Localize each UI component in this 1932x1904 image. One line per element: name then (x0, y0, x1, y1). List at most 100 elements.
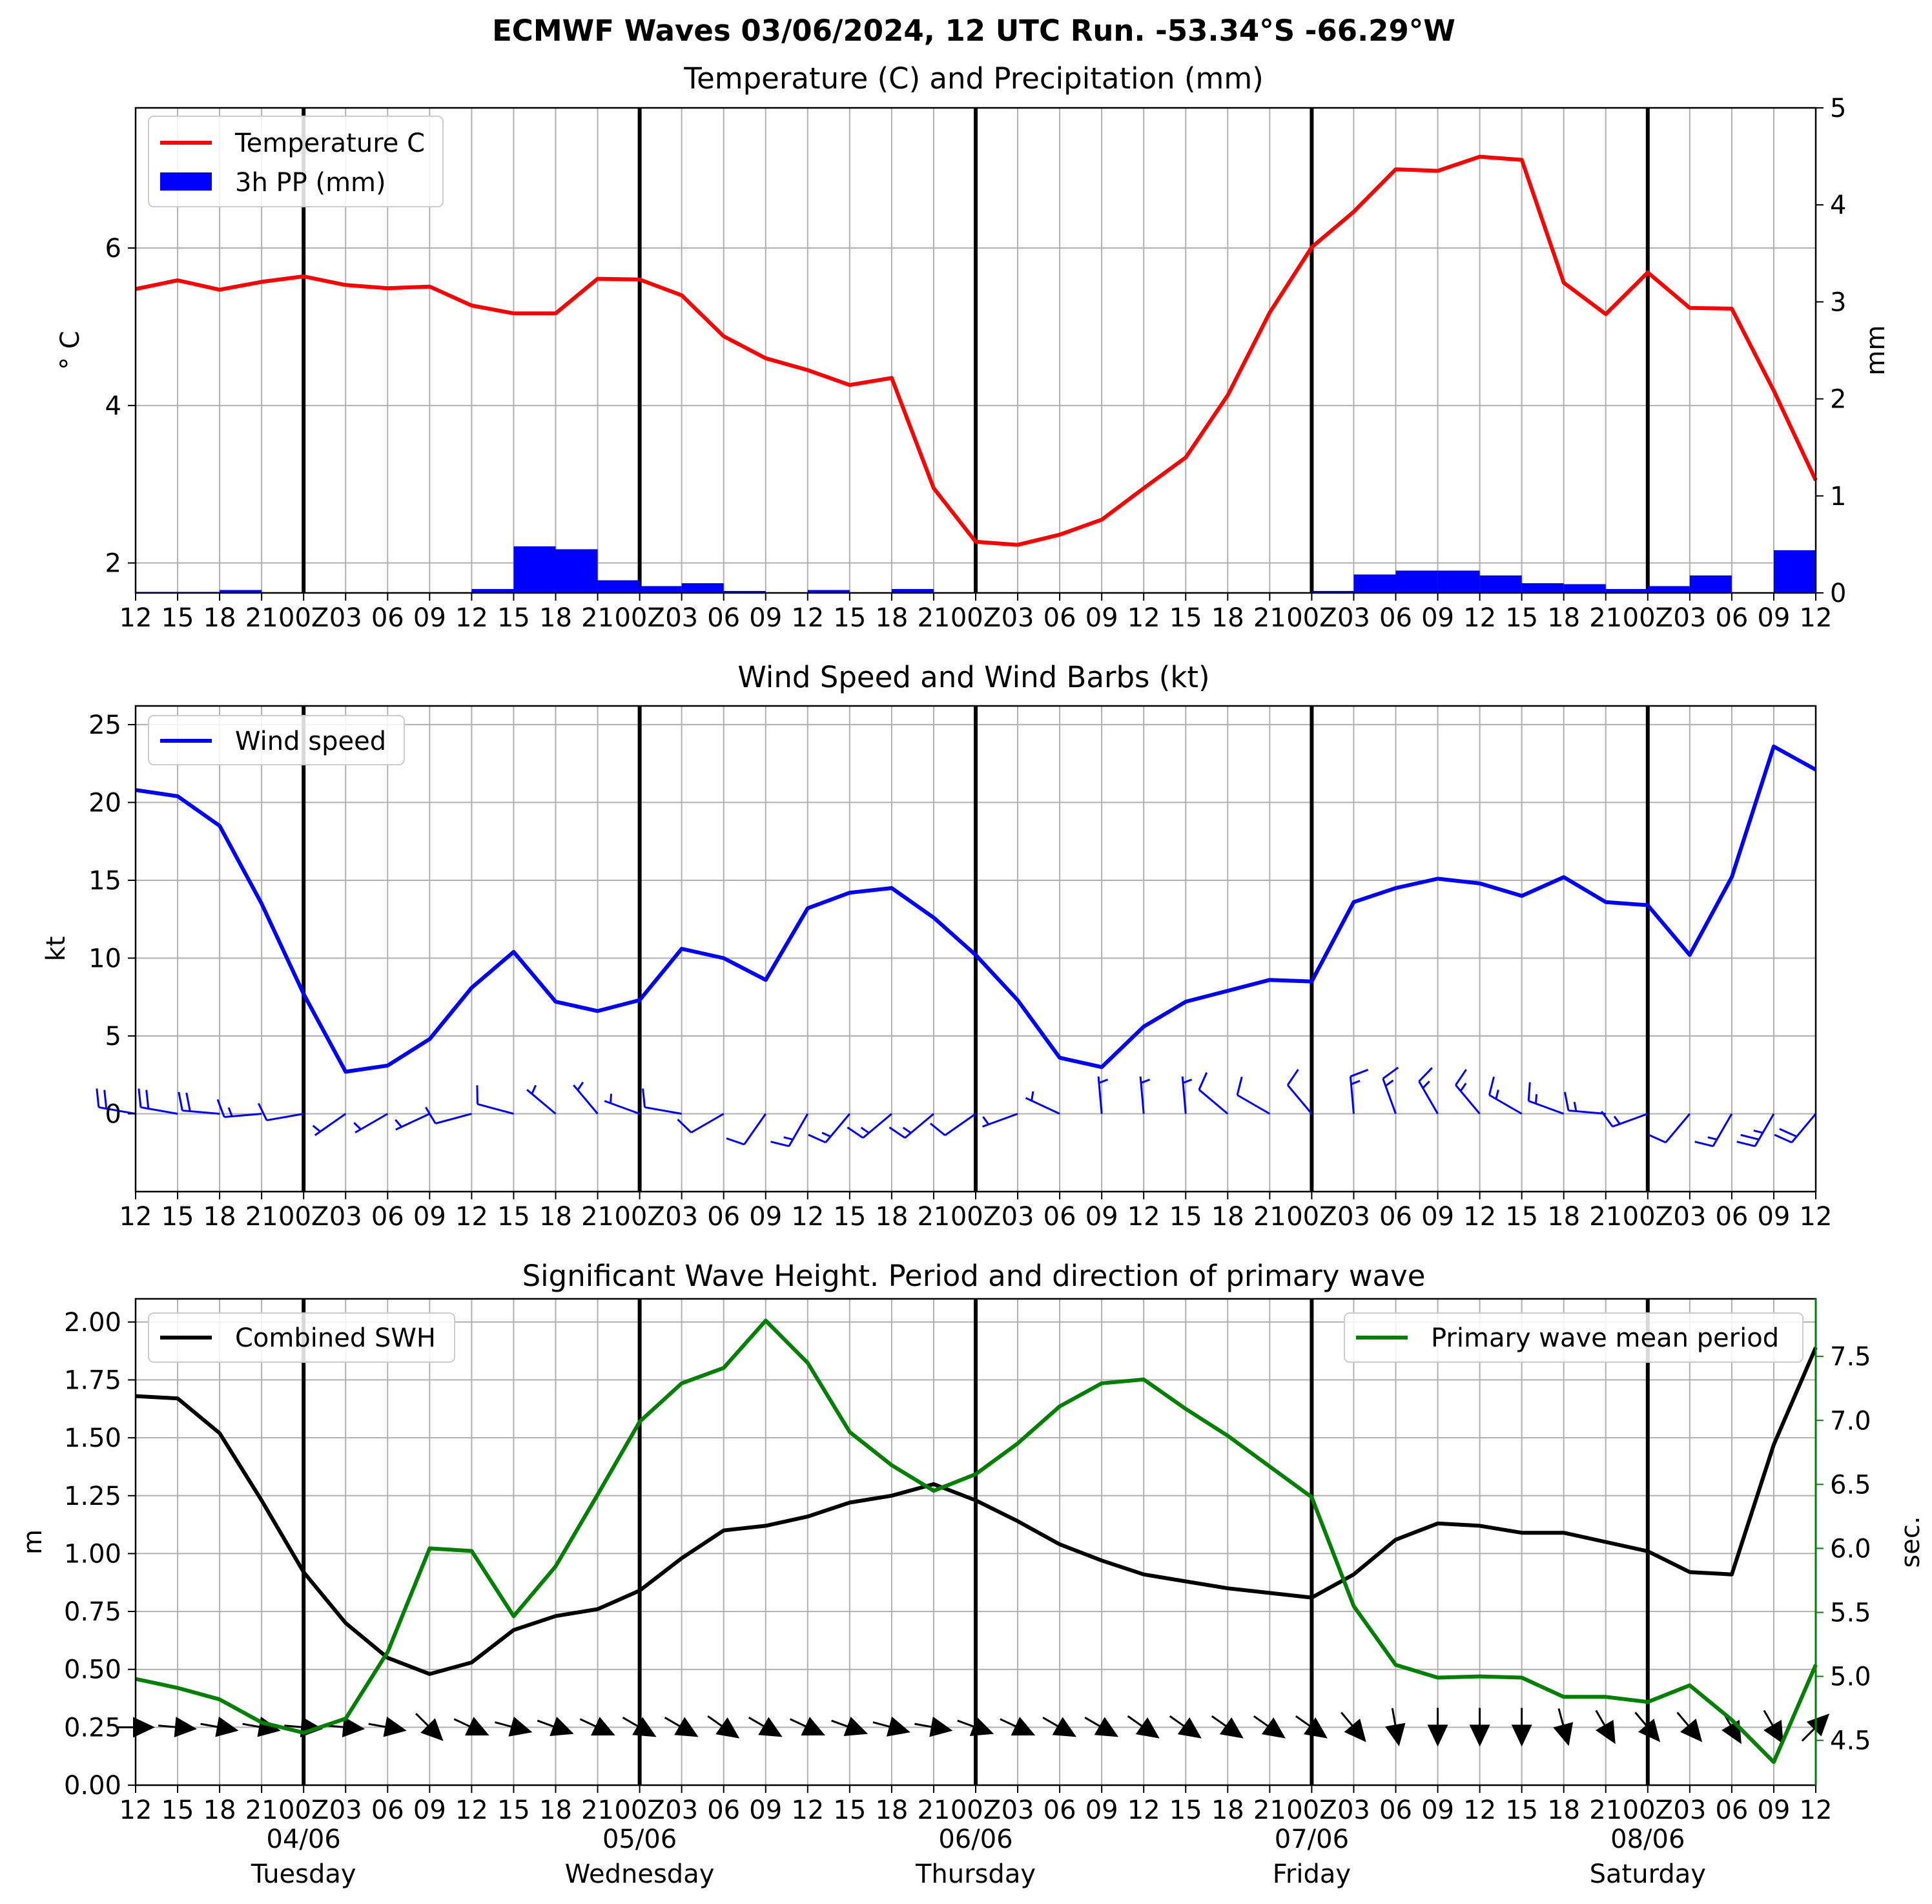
wave-arrow-head (715, 1717, 740, 1739)
swh-line (135, 1347, 1818, 1676)
wave-direction-arrow (1084, 1717, 1119, 1737)
wind-barb-feather (860, 1126, 870, 1134)
wave-arrow-head (1261, 1717, 1286, 1739)
wave-arrow-head (929, 1716, 953, 1737)
wind-barb-feather (1418, 1067, 1433, 1082)
wind-barb (257, 1102, 304, 1122)
wave-arrow-head (1595, 1719, 1616, 1744)
wind-barb (476, 1085, 514, 1115)
x-tick-label: 12 (119, 1202, 152, 1232)
wind-barb (1139, 1076, 1151, 1114)
y2-tick-label: 5 (1830, 94, 1846, 123)
x-tick-label: 06 (371, 1202, 404, 1232)
wind-barb (770, 1113, 809, 1148)
wind-barb-feather (1736, 1141, 1756, 1148)
wind-barb (982, 1113, 1018, 1128)
wind-barb-feather (1198, 1072, 1208, 1090)
wind-barb-feather (185, 1092, 191, 1112)
precip-bar (1479, 575, 1522, 593)
wave-arrow-head (1427, 1724, 1448, 1747)
wave-direction-arrow (1385, 1708, 1406, 1746)
wave-direction-arrow (453, 1717, 489, 1736)
wave-direction-arrow (831, 1716, 868, 1737)
y-tick-label: 6 (105, 234, 121, 264)
y2-tick-label: 2 (1830, 385, 1846, 415)
wind-barb-shaft (904, 1113, 934, 1139)
wave-arrow-head (1553, 1722, 1574, 1746)
wind-barb-feather (138, 1088, 142, 1108)
y-axis-label: m (18, 1529, 48, 1555)
day-date-label: 07/06 (1275, 1825, 1349, 1854)
wind-barb-shaft (1488, 1094, 1523, 1115)
precip-bar (1689, 575, 1732, 593)
wave-direction-arrow (1763, 1710, 1783, 1744)
wind-barb-shaft (1612, 1113, 1649, 1128)
x-tick-label: 15 (1169, 1795, 1202, 1825)
wind-barb (726, 1113, 766, 1146)
x-tick-label: 12 (119, 603, 152, 633)
wind-barb (1694, 1113, 1733, 1148)
x-tick-label: 12 (1463, 1202, 1496, 1232)
wave-direction-arrow (1634, 1712, 1661, 1743)
wave-arrow-head (133, 1717, 155, 1738)
wave-arrow-head (758, 1717, 783, 1737)
wind-barb-feather (145, 1090, 150, 1109)
x-tick-label: 09 (749, 1795, 782, 1825)
x-tick-label: 12 (791, 1202, 824, 1232)
wind-panel: 12 15 18 21 00Z 03 06 09 12 15 18 21 00Z 03 06 09 12 15 18… (41, 705, 1833, 1232)
wind-barb-feather (1422, 1081, 1430, 1089)
x-tick-label: 12 (1800, 1202, 1833, 1232)
wind-barb (138, 1088, 178, 1115)
wind-barb-feather (312, 1124, 321, 1133)
wind-barb (1455, 1069, 1481, 1115)
wind-barb-feather (227, 1107, 233, 1117)
precip-bar (723, 590, 766, 593)
x-tick-label: 00Z (951, 1202, 1001, 1232)
x-tick-label: 12 (455, 1795, 488, 1825)
precip-bar (1311, 590, 1354, 593)
wind-barb-feather (1573, 1101, 1577, 1112)
day-date-label: 08/06 (1610, 1825, 1685, 1854)
y2-tick-label: 4 (1830, 191, 1846, 220)
wind-barb-feather (1527, 1082, 1531, 1101)
precip-bar (639, 586, 682, 593)
x-tick-label: 03 (665, 1795, 698, 1825)
wind-barb-feather (726, 1137, 745, 1146)
x-tick-label: 09 (1085, 603, 1118, 633)
x-tick-label: 15 (833, 1202, 866, 1232)
wave-direction-arrow (914, 1716, 953, 1737)
wave-arrow-head (1385, 1723, 1406, 1746)
x-tick-label: 09 (413, 1795, 446, 1825)
x-tick-label: 21 (581, 1795, 614, 1825)
y2-tick-label: 0 (1830, 579, 1846, 608)
x-tick-label: 15 (1505, 603, 1538, 633)
wave-direction-arrow (872, 1716, 910, 1737)
y-tick-label: 4 (105, 391, 121, 421)
wind-barb-shaft (743, 1113, 766, 1145)
wave-direction-arrow (368, 1716, 407, 1737)
x-tick-label: 06 (707, 1795, 740, 1825)
x-tick-label: 09 (1757, 603, 1790, 633)
x-tick-label: 09 (1085, 1795, 1118, 1825)
x-tick-label: 03 (1002, 603, 1034, 633)
wind-barb-feather (425, 1106, 437, 1124)
wave-arrow-head (1344, 1719, 1366, 1743)
precip-bar (1353, 574, 1396, 593)
x-tick-label: 18 (1211, 1795, 1244, 1825)
wave-direction-arrow (1801, 1713, 1830, 1742)
legend-box (1344, 1312, 1804, 1363)
x-tick-label: 09 (1421, 603, 1454, 633)
wave-arrow-head (1763, 1719, 1783, 1744)
x-tick-label: 03 (329, 1202, 362, 1232)
wave-direction-arrow (1469, 1708, 1490, 1747)
wind-barb-feather (1613, 1115, 1621, 1125)
x-tick-label: 15 (833, 1795, 866, 1825)
x-tick-label: 21 (1253, 603, 1286, 633)
x-tick-label: 00Z (614, 1202, 664, 1232)
y-tick-label: 0.00 (64, 1771, 121, 1801)
wind-barb-feather (929, 1123, 946, 1136)
wave-arrow-head (508, 1716, 533, 1737)
x-tick-label: 21 (1589, 1202, 1622, 1232)
wind-barb (1488, 1076, 1523, 1115)
x-tick-label: 15 (161, 1795, 194, 1825)
